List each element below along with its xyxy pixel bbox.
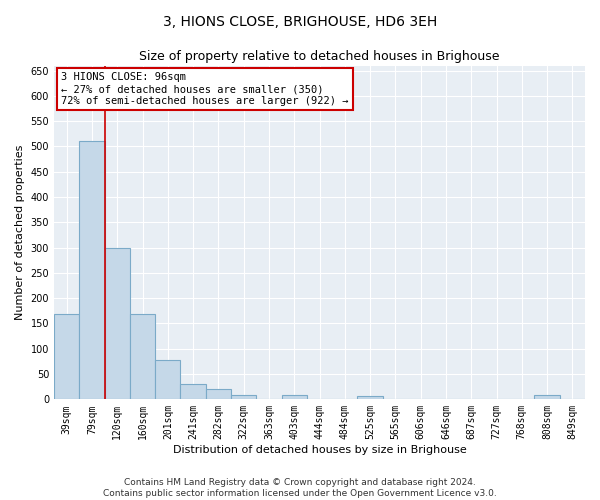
X-axis label: Distribution of detached houses by size in Brighouse: Distribution of detached houses by size … — [173, 445, 466, 455]
Bar — [206, 389, 231, 400]
Bar — [130, 314, 155, 400]
Bar — [281, 396, 307, 400]
Bar — [79, 142, 104, 400]
Bar — [155, 360, 181, 400]
Bar — [231, 396, 256, 400]
Text: 3 HIONS CLOSE: 96sqm
← 27% of detached houses are smaller (350)
72% of semi-deta: 3 HIONS CLOSE: 96sqm ← 27% of detached h… — [61, 72, 349, 106]
Text: 3, HIONS CLOSE, BRIGHOUSE, HD6 3EH: 3, HIONS CLOSE, BRIGHOUSE, HD6 3EH — [163, 15, 437, 29]
Bar — [54, 314, 79, 400]
Y-axis label: Number of detached properties: Number of detached properties — [15, 145, 25, 320]
Title: Size of property relative to detached houses in Brighouse: Size of property relative to detached ho… — [139, 50, 500, 63]
Bar — [104, 248, 130, 400]
Bar — [181, 384, 206, 400]
Bar — [358, 396, 383, 400]
Bar — [535, 396, 560, 400]
Text: Contains HM Land Registry data © Crown copyright and database right 2024.
Contai: Contains HM Land Registry data © Crown c… — [103, 478, 497, 498]
